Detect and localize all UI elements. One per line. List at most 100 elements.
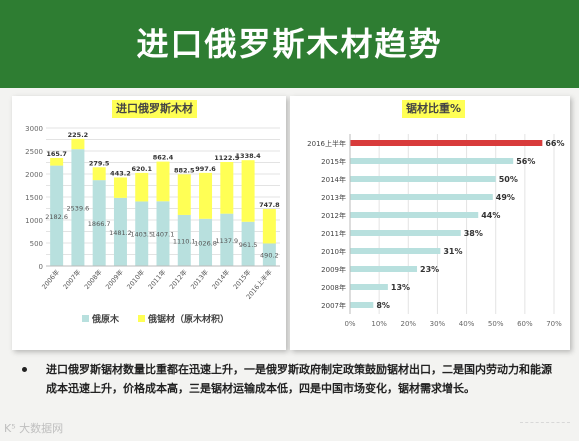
percent-bar: [350, 266, 418, 272]
x-tick-label: 40%: [459, 320, 475, 328]
watermark-logo: [520, 422, 570, 433]
title-banner: [0, 0, 579, 88]
percent-label: 50%: [499, 175, 518, 184]
x-tick-label: 2014年: [210, 267, 232, 291]
x-tick-label: 20%: [401, 320, 417, 328]
percent-bar: [350, 302, 374, 308]
log-value-label: 490.2: [260, 252, 279, 260]
horizontal-bar-chart: 0% 10% 20% 30% 40% 50% 60% 70% 2016上半年 66% 2015年 56…: [307, 134, 564, 328]
lumber-value-label: 279.5: [89, 159, 110, 167]
lumber-value-label: 882.5: [174, 166, 195, 174]
bullet-icon: [22, 367, 27, 372]
log-value-label: 1866.7: [88, 220, 111, 228]
chart-title: 锯材比重%: [402, 100, 466, 118]
log-bar: [50, 165, 64, 266]
lumber-value-label: 862.4: [153, 154, 174, 162]
lumber-value-label: 443.2: [110, 169, 131, 177]
lumber-bar: [71, 138, 85, 150]
percent-bar: [350, 158, 514, 164]
watermark-text: K⁵ 大数据网: [4, 422, 64, 435]
percent-label: 56%: [516, 157, 535, 166]
y-tick-label: 2009年: [321, 265, 346, 274]
y-tick-label: 3000: [25, 125, 43, 133]
log-bar: [92, 180, 106, 266]
x-tick-label: 2007年: [61, 267, 83, 291]
x-tick-label: 2012年: [167, 267, 189, 291]
x-tick-label: 2008年: [82, 267, 104, 291]
log-value-label: 1026.8: [194, 239, 217, 247]
lumber-bar: [113, 177, 127, 198]
log-value-label: 1403.5: [130, 231, 153, 239]
log-bar: [135, 201, 149, 266]
lumber-bar: [156, 161, 170, 202]
y-tick-label: 2012年: [321, 211, 346, 220]
log-value-label: 1481.2: [109, 229, 132, 237]
percent-label: 44%: [481, 211, 500, 220]
page-title: 进口俄罗斯木材趋势: [136, 25, 443, 63]
lumber-value-label: 165.7: [46, 150, 67, 158]
log-value-label: 2182.6: [45, 213, 68, 221]
log-value-label: 2539.6: [67, 205, 90, 213]
x-tick-label: 2009年: [103, 267, 125, 291]
x-tick-label: 2010年: [125, 267, 147, 291]
x-tick-label: 10%: [371, 320, 387, 328]
x-tick-label: 0%: [344, 320, 355, 328]
log-value-label: 1407.1: [152, 231, 175, 239]
log-value-label: 1137.9: [215, 237, 238, 245]
percent-label: 8%: [376, 301, 390, 310]
log-bar: [199, 218, 213, 266]
percent-bar: [350, 212, 479, 218]
log-bar: [177, 214, 191, 266]
log-bar: [113, 197, 127, 266]
percent-bar: [350, 140, 543, 146]
percent-label: 13%: [391, 283, 410, 292]
percent-bar: [350, 248, 441, 254]
percent-bar: [350, 176, 496, 182]
lumber-value-label: 997.6: [195, 165, 216, 173]
percent-label: 31%: [443, 247, 462, 256]
y-tick-label: 2013年: [321, 193, 346, 202]
lumber-bar: [199, 172, 213, 219]
log-bar: [220, 213, 234, 266]
x-tick-label: 2011年: [146, 267, 168, 291]
chart-title: 进口俄罗斯木材: [112, 100, 197, 118]
lumber-value-label: 747.8: [259, 201, 280, 209]
lumber-value-label: 225.2: [68, 131, 89, 139]
legend-swatch-lumber: [138, 315, 145, 322]
lumber-bar: [135, 172, 149, 202]
percent-bar: [350, 194, 493, 200]
log-bar: [156, 201, 170, 266]
y-tick-label: 2016上半年: [307, 139, 346, 148]
y-tick-label: 2007年: [321, 301, 346, 310]
stacked-bar-chart-panel: 进口俄罗斯木材 0 500 1000 1500 2000 2500 3000 2182.6 16…: [12, 96, 286, 350]
percent-label: 38%: [464, 229, 483, 238]
y-tick-label: 0: [39, 263, 43, 271]
note-text: 进口俄罗斯锯材数量比重都在迅速上升，一是俄罗斯政府制定政策鼓励锯材出口，二是国内…: [46, 363, 552, 395]
percent-bar: [350, 230, 461, 236]
x-tick-label: 70%: [546, 320, 562, 328]
percent-bar: [350, 284, 388, 290]
log-bar: [262, 243, 276, 266]
y-tick-label: 2011年: [321, 229, 346, 238]
log-value-label: 961.5: [239, 241, 258, 249]
x-tick-label: 30%: [430, 320, 446, 328]
horizontal-bar-chart-panel: 锯材比重% 0% 10% 20% 30% 40% 50% 60% 70% 2016上半年 66% 2…: [290, 96, 570, 350]
log-bar: [71, 149, 85, 266]
legend-label: 俄原木: [91, 313, 120, 325]
percent-label: 66%: [545, 139, 564, 148]
stacked-bar-chart: 0500100015002000250030002182.6165.72006年…: [25, 125, 280, 325]
lumber-bar: [220, 162, 234, 214]
y-tick-label: 500: [30, 240, 43, 248]
x-tick-label: 50%: [488, 320, 504, 328]
y-tick-label: 2015年: [321, 157, 346, 166]
log-value-label: 1110.1: [173, 237, 196, 245]
log-bar: [241, 221, 255, 266]
x-tick-label: 2015年: [231, 267, 253, 291]
lumber-value-label: 620.1: [131, 165, 152, 173]
percent-label: 23%: [420, 265, 439, 274]
lumber-value-label: 1122.9: [214, 154, 240, 162]
percent-label: 49%: [496, 193, 515, 202]
y-tick-label: 1500: [25, 194, 43, 202]
x-tick-label: 2013年: [188, 267, 210, 291]
y-tick-label: 2000: [25, 171, 43, 179]
